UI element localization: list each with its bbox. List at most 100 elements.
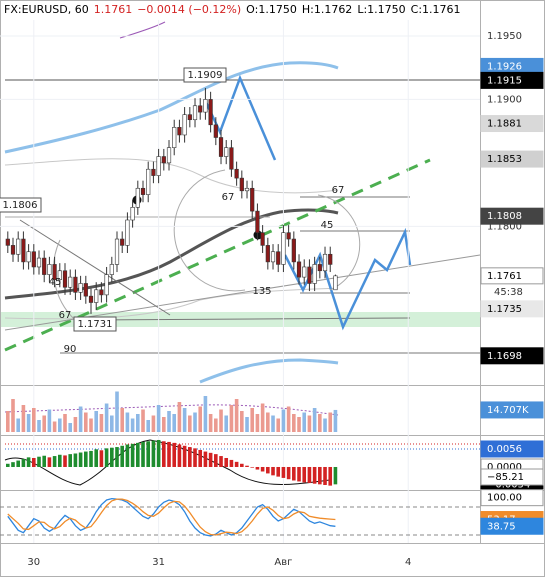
candle-body (21, 238, 26, 263)
bar (99, 414, 104, 432)
bar (292, 466, 296, 481)
candle-body (224, 147, 229, 157)
bollinger-lower (199, 358, 339, 384)
annotation: 135 (252, 286, 271, 297)
candle-body (47, 264, 52, 275)
candle-body (213, 124, 218, 138)
bar (260, 466, 265, 472)
bar (11, 399, 15, 432)
bar (84, 412, 88, 432)
price-tag-label: 14.707K (487, 405, 529, 416)
bar (16, 418, 21, 432)
candle-body (161, 156, 166, 164)
annotation-box (0, 197, 42, 213)
bar (156, 439, 161, 467)
bar (21, 458, 26, 467)
annotation: 45 (321, 220, 334, 231)
price-tag-label: 1.1735 (487, 304, 522, 315)
bar (276, 418, 281, 432)
candle-body (16, 238, 21, 255)
bar (167, 441, 171, 467)
bar (276, 466, 281, 477)
price-tag-label: 1.1698 (487, 351, 522, 362)
candle-body (120, 238, 125, 246)
annotation: 1.1806 (3, 200, 38, 211)
candle-body (52, 264, 57, 280)
bar (130, 418, 135, 432)
annotation-box (183, 67, 227, 83)
candle-body (203, 99, 208, 113)
bar (234, 399, 239, 432)
price-tag-label: 1.1915 (487, 75, 522, 86)
bar (47, 457, 52, 467)
bar (6, 411, 10, 432)
bar (312, 408, 317, 432)
bar (141, 409, 145, 432)
candle-body (250, 187, 255, 212)
x-tick-label: 31 (152, 557, 165, 568)
bar (281, 466, 286, 478)
symbol: FX:EURUSD, 60 (4, 3, 89, 16)
candle-body (270, 251, 276, 263)
candle-body (10, 245, 16, 255)
candle-body (172, 127, 177, 148)
bar (260, 403, 265, 432)
bar (52, 456, 57, 467)
annotation: 67 (59, 310, 72, 321)
bar (63, 414, 67, 432)
header: FX:EURUSD, 60 1.1761 −0.0014 (−0.12%) O:… (4, 3, 461, 16)
bar (188, 415, 192, 432)
bar (42, 455, 47, 467)
fib-arc (317, 194, 361, 291)
bar (104, 403, 109, 432)
candle-body (73, 276, 78, 293)
price-tag (480, 347, 544, 365)
bar (245, 417, 249, 432)
candle-body (182, 114, 187, 136)
price-tag (480, 489, 544, 507)
bar (328, 466, 333, 486)
bar (21, 405, 26, 432)
trend-line (4, 158, 431, 352)
price-tag-label: 1.1881 (487, 119, 522, 130)
bar (208, 452, 213, 467)
bar (47, 409, 52, 432)
ohlc-low: L:1.1750 (357, 3, 406, 16)
candle-body (312, 264, 317, 284)
price-tag-label: 1.1808 (487, 211, 522, 222)
candle-body (260, 232, 265, 246)
bar (177, 444, 182, 467)
bar (224, 457, 229, 467)
candle-body (156, 156, 161, 176)
bar (162, 417, 166, 432)
price-tag (480, 401, 544, 419)
bar (193, 412, 197, 432)
bar (245, 465, 249, 467)
bar (37, 456, 41, 467)
y-tick-label: 1.1800 (487, 221, 522, 232)
volume-average (4, 404, 339, 416)
price-tag-label: 1.1926 (487, 61, 522, 72)
bar (120, 408, 125, 432)
candle-body (317, 264, 322, 272)
candle-body (26, 251, 31, 263)
bar (32, 457, 36, 467)
bar (177, 402, 182, 432)
candle-body (57, 270, 62, 280)
candle-body (99, 289, 104, 296)
annotation-box (73, 316, 117, 332)
bar (188, 447, 192, 467)
bar (63, 455, 67, 467)
x-tick-label: 30 (27, 557, 40, 568)
bar (110, 447, 114, 467)
ohlc-close: C:1.1761 (410, 3, 461, 16)
bar (52, 421, 57, 432)
candle-body (322, 253, 328, 272)
bar (94, 411, 99, 432)
candle-body (68, 276, 73, 288)
candle-body (42, 257, 47, 275)
bar (302, 412, 307, 432)
candle-body (208, 99, 213, 126)
bar (125, 444, 130, 467)
